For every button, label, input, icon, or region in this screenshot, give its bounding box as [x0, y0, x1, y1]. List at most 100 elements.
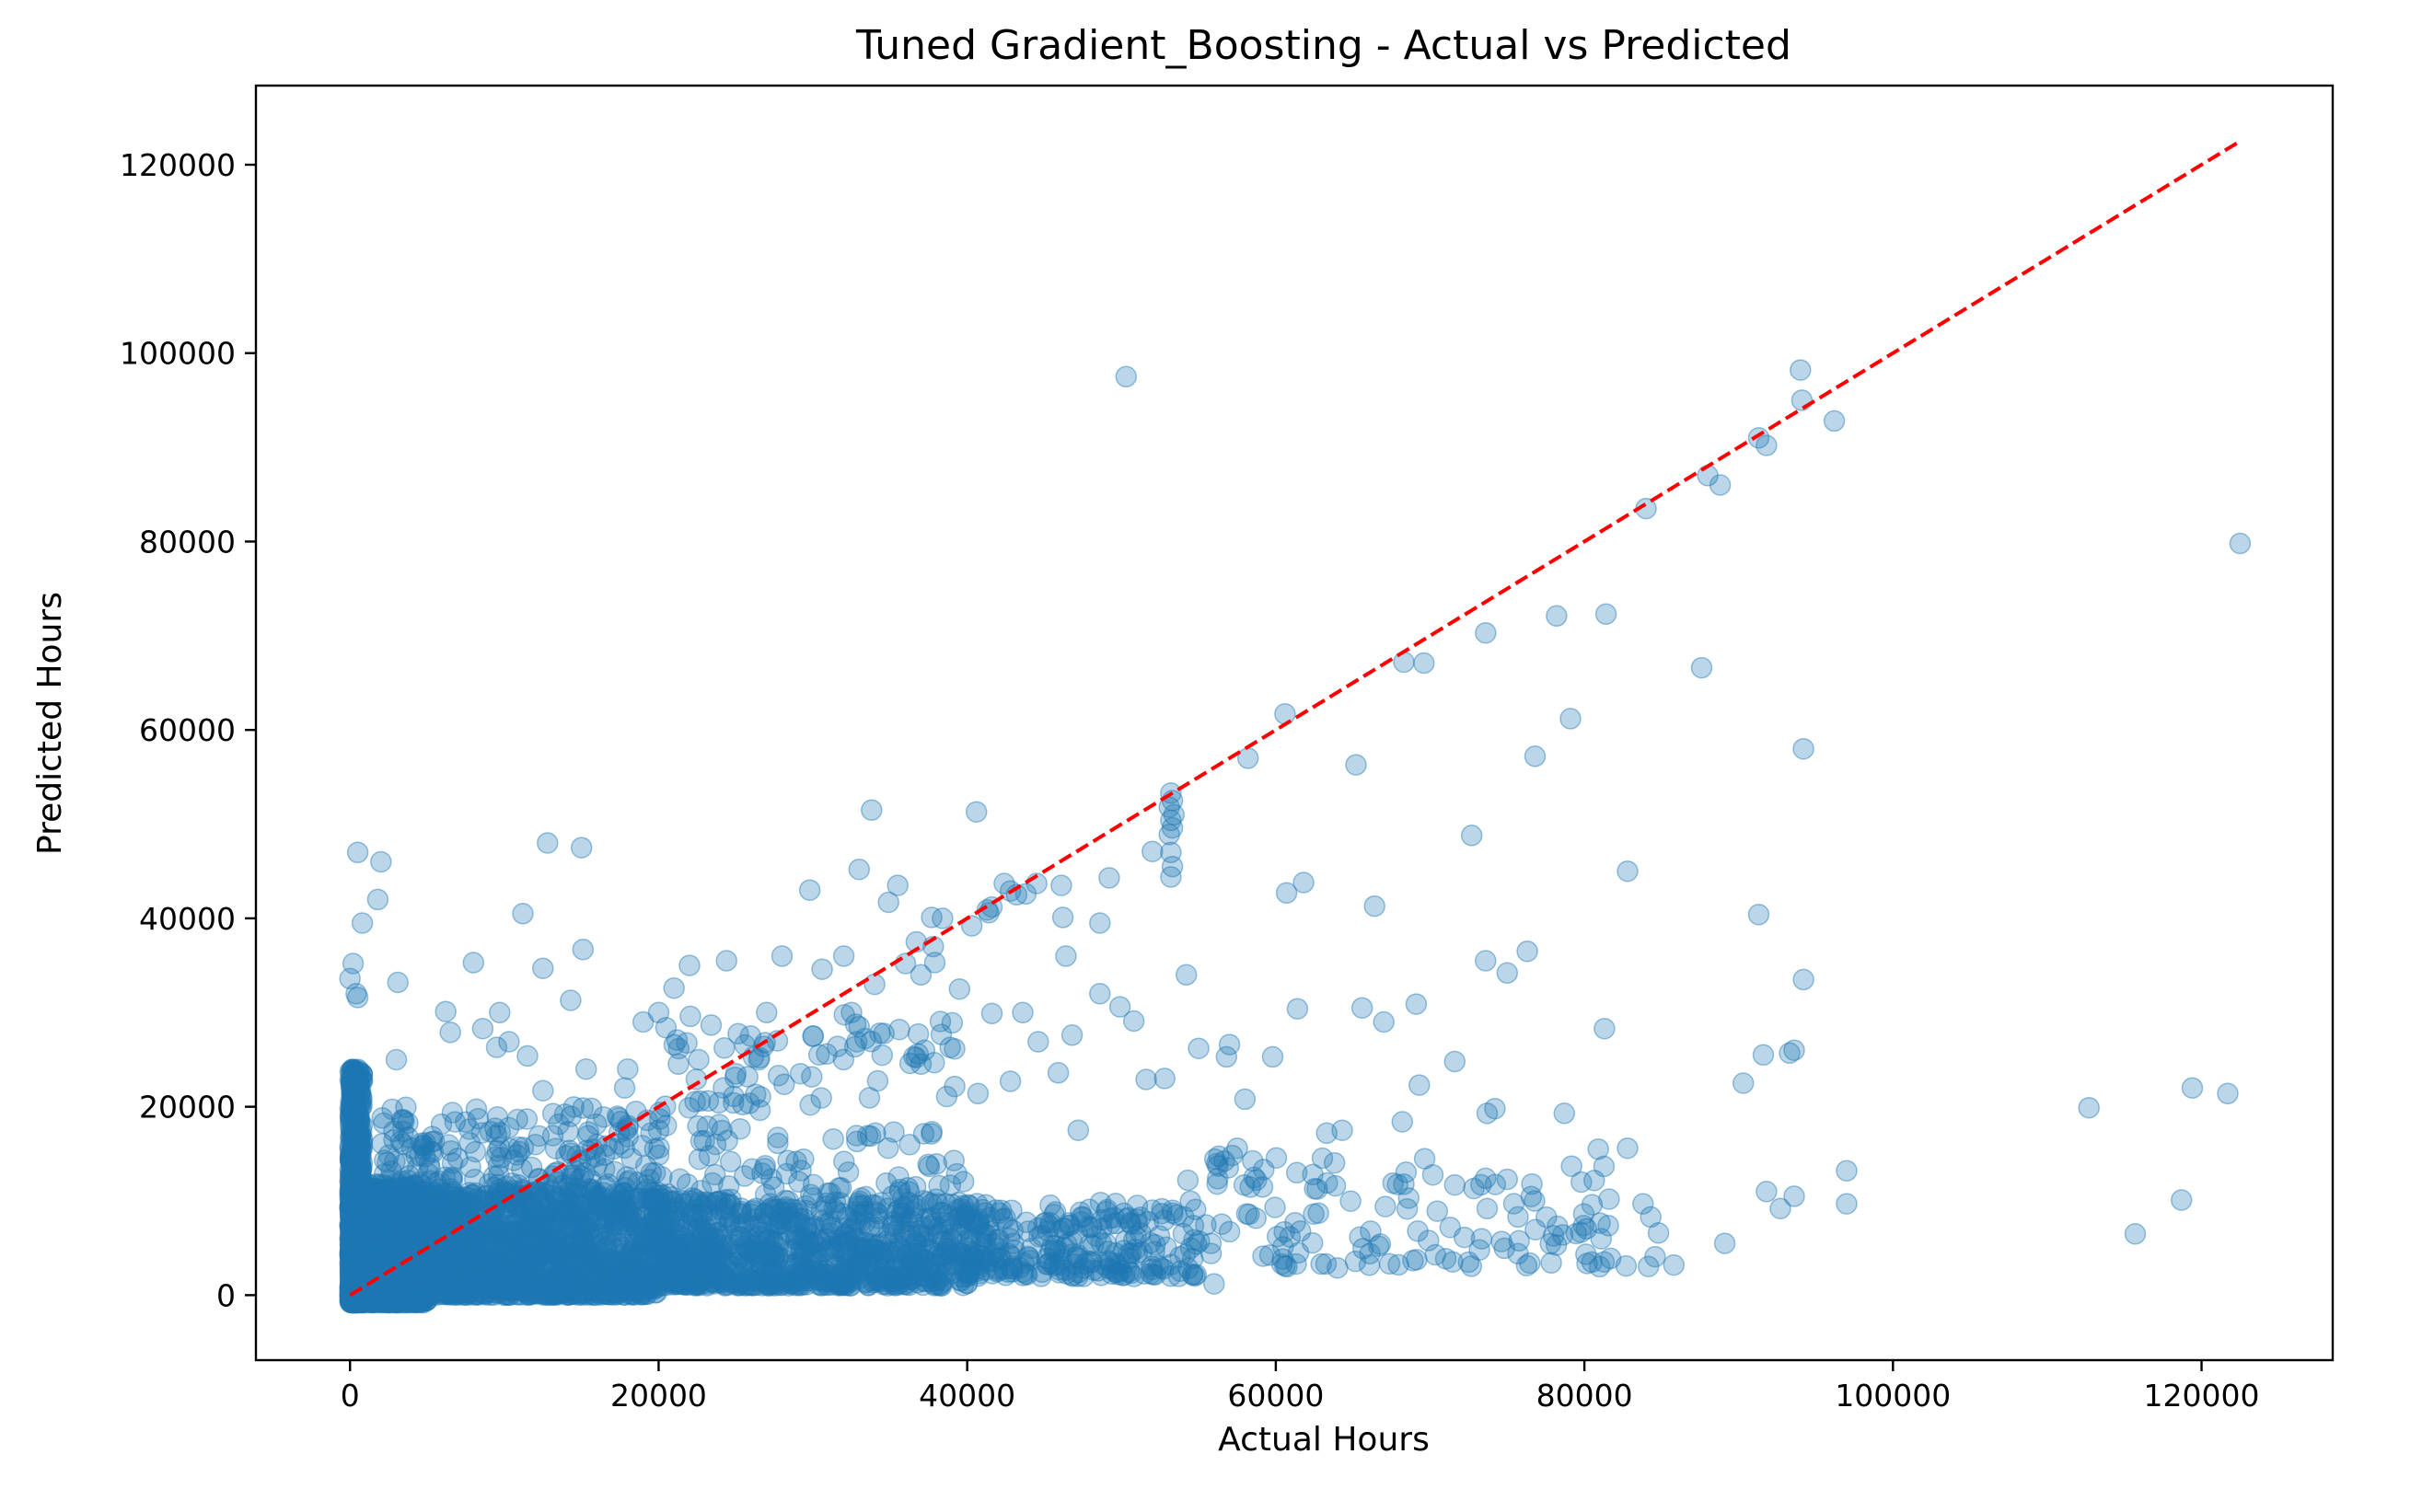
data-point: [346, 1167, 368, 1189]
data-point: [341, 1147, 364, 1169]
data-point: [349, 1199, 371, 1222]
data-point: [504, 1224, 526, 1246]
data-point: [347, 1222, 369, 1244]
data-point: [340, 1181, 362, 1204]
data-point: [342, 1063, 365, 1085]
data-point: [343, 1268, 366, 1291]
data-point: [345, 1246, 367, 1268]
data-point: [582, 1180, 604, 1203]
data-point: [343, 1068, 365, 1090]
data-point: [349, 1196, 372, 1218]
data-point: [342, 1077, 364, 1099]
data-point: [970, 1231, 993, 1253]
data-point: [344, 1225, 367, 1248]
data-point: [1184, 1264, 1206, 1287]
data-point: [344, 1145, 367, 1168]
data-point: [347, 1187, 369, 1210]
data-point: [392, 1108, 414, 1131]
data-point: [345, 1211, 367, 1234]
data-point: [340, 1174, 362, 1197]
data-point: [347, 1064, 370, 1087]
data-point: [343, 1095, 366, 1118]
data-point: [351, 1171, 374, 1193]
data-point: [343, 1096, 366, 1118]
data-point: [351, 1152, 374, 1174]
data-point: [340, 1258, 363, 1280]
data-point: [344, 1093, 367, 1116]
data-point: [342, 1163, 365, 1185]
data-point: [349, 1152, 372, 1174]
data-point: [342, 1163, 365, 1185]
data-point: [346, 1137, 369, 1160]
data-point: [345, 1148, 368, 1171]
data-point: [343, 1104, 365, 1126]
data-point: [341, 1155, 363, 1178]
data-point: [342, 1254, 365, 1277]
data-point: [345, 1262, 368, 1284]
data-point: [351, 1289, 373, 1312]
data-point: [345, 1178, 367, 1200]
data-point: [344, 1072, 367, 1094]
data-point: [343, 1168, 365, 1190]
data-point: [339, 1198, 362, 1220]
data-point: [349, 1093, 372, 1116]
data-point: [344, 1082, 366, 1105]
data-point: [342, 1190, 364, 1213]
data-point: [340, 1076, 363, 1098]
data-point: [339, 1242, 362, 1265]
data-point: [345, 1238, 368, 1261]
chart-title: Tuned Gradient_Boosting - Actual vs Pred…: [855, 22, 1791, 69]
data-point: [349, 1291, 371, 1314]
data-point: [343, 1195, 366, 1218]
data-point: [341, 1183, 364, 1206]
data-point: [342, 1277, 364, 1299]
data-point: [343, 1103, 365, 1125]
data-point: [427, 1178, 450, 1201]
data-point: [344, 1182, 366, 1204]
data-point: [340, 1097, 363, 1120]
data-point: [350, 1256, 373, 1278]
data-point: [343, 1246, 365, 1268]
data-point: [339, 1159, 362, 1181]
data-point: [345, 1107, 367, 1130]
data-point: [349, 1281, 371, 1304]
data-point: [339, 1170, 362, 1193]
data-point: [340, 1221, 363, 1244]
data-point: [341, 1125, 364, 1148]
data-point: [341, 1154, 363, 1177]
data-point: [342, 1287, 365, 1310]
data-point: [349, 1163, 372, 1185]
data-point: [708, 1114, 731, 1136]
data-point: [901, 1268, 923, 1290]
data-point: [345, 1142, 367, 1164]
data-point: [349, 1233, 371, 1256]
data-point: [345, 1180, 367, 1203]
data-point: [340, 1206, 363, 1229]
data-point: [339, 1212, 361, 1235]
data-point: [344, 1096, 366, 1118]
data-point: [348, 1243, 371, 1266]
data-point: [343, 1175, 366, 1198]
data-point: [344, 1090, 366, 1113]
data-point: [962, 1207, 984, 1230]
data-point: [344, 1246, 367, 1268]
data-point: [348, 1222, 370, 1245]
data-point: [341, 1233, 363, 1256]
data-point: [347, 1107, 370, 1130]
data-point: [348, 1078, 370, 1101]
data-point: [792, 1259, 814, 1282]
data-point: [342, 1289, 365, 1311]
data-point: [350, 1254, 373, 1277]
data-point: [1095, 1232, 1118, 1255]
data-point: [340, 1257, 362, 1280]
data-point: [342, 1073, 365, 1095]
data-point: [342, 1158, 365, 1180]
data-point: [340, 1264, 363, 1286]
data-point: [345, 1284, 368, 1307]
data-point: [342, 1083, 365, 1106]
data-point: [342, 1288, 365, 1310]
data-point: [342, 1208, 364, 1231]
data-point: [343, 1232, 366, 1254]
data-point: [349, 1240, 372, 1262]
data-point: [346, 1256, 369, 1279]
